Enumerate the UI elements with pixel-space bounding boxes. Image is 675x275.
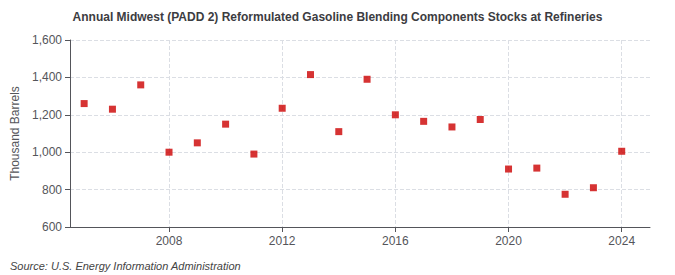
svg-text:Annual Midwest (PADD 2) Reform: Annual Midwest (PADD 2) Reformulated Gas… [73, 10, 603, 24]
svg-text:2024: 2024 [608, 234, 635, 248]
svg-text:800: 800 [42, 183, 62, 197]
svg-text:600: 600 [42, 220, 62, 234]
svg-text:2016: 2016 [382, 234, 409, 248]
svg-text:Thousand Barrels: Thousand Barrels [8, 86, 22, 181]
svg-text:2008: 2008 [156, 234, 183, 248]
svg-text:2012: 2012 [269, 234, 296, 248]
svg-text:2020: 2020 [495, 234, 522, 248]
svg-text:1,000: 1,000 [32, 145, 62, 159]
svg-text:1,200: 1,200 [32, 108, 62, 122]
svg-text:1,600: 1,600 [32, 33, 62, 47]
svg-text:Source: U.S. Energy Informatio: Source: U.S. Energy Information Administ… [10, 260, 241, 272]
svg-text:1,400: 1,400 [32, 70, 62, 84]
